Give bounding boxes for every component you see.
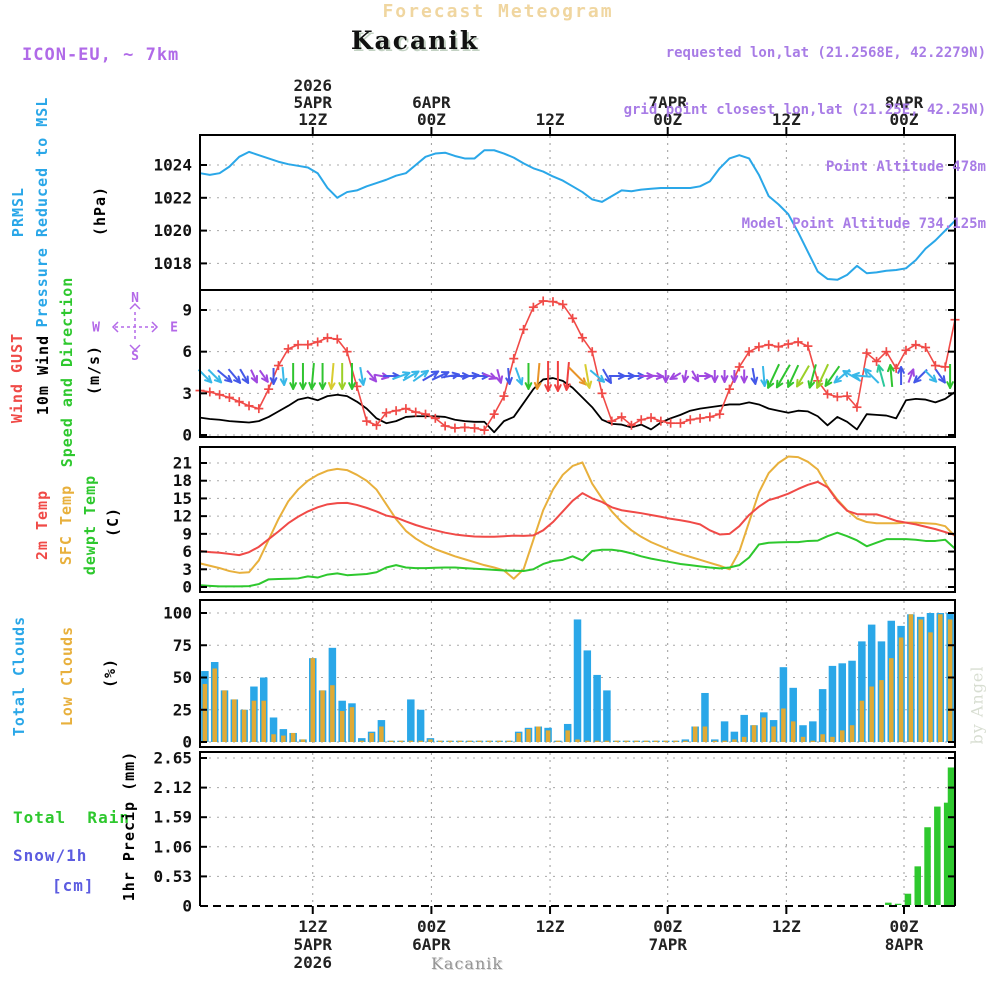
precip-bars xyxy=(885,767,955,905)
page-title: Forecast Meteogram xyxy=(382,1,614,22)
svg-text:00Z: 00Z xyxy=(417,110,446,129)
time-axis xyxy=(311,127,906,914)
svg-text:12Z: 12Z xyxy=(772,110,801,129)
svg-text:6: 6 xyxy=(182,342,192,361)
svg-text:100: 100 xyxy=(163,604,192,623)
svg-text:0: 0 xyxy=(182,897,192,916)
svg-text:9: 9 xyxy=(182,524,192,543)
cloud-bars xyxy=(201,613,954,742)
wind-10m-label: 10m Wind xyxy=(34,334,52,416)
svg-text:5APR: 5APR xyxy=(293,93,332,112)
svg-text:0: 0 xyxy=(182,733,192,752)
svg-text:3: 3 xyxy=(182,560,192,579)
precip-rain-label: Total Rain xyxy=(13,808,130,827)
svg-text:6APR: 6APR xyxy=(412,93,451,112)
coords-grid-point: grid point closest lon,lat (21.25E, 42.2… xyxy=(623,102,986,118)
svg-text:2.65: 2.65 xyxy=(153,748,192,767)
temp-2m-label: 2m Temp xyxy=(33,489,51,561)
point-altitude: Point Altitude 478m xyxy=(825,159,986,175)
svg-text:15: 15 xyxy=(173,489,192,508)
svg-text:12: 12 xyxy=(173,507,192,526)
svg-text:1020: 1020 xyxy=(153,221,192,240)
panel-borders xyxy=(199,134,956,907)
svg-text:18: 18 xyxy=(173,471,192,490)
temp-sfc-label: SFC Temp xyxy=(57,484,75,566)
svg-text:12Z: 12Z xyxy=(536,110,565,129)
station-title: Kacanik xyxy=(350,26,480,55)
svg-text:0: 0 xyxy=(182,578,192,597)
panel-grid-temp xyxy=(201,448,954,591)
svg-text:12Z: 12Z xyxy=(298,917,327,936)
svg-text:1024: 1024 xyxy=(153,156,192,175)
compass-letter-e: E xyxy=(170,321,178,336)
footer-station-label: Kacanik xyxy=(430,954,504,973)
svg-text:12Z: 12Z xyxy=(536,917,565,936)
coords-requested: requested lon,lat (21.2568E, 42.2279N) xyxy=(665,45,986,61)
svg-text:6: 6 xyxy=(182,542,192,561)
svg-text:00Z: 00Z xyxy=(890,917,919,936)
svg-text:0: 0 xyxy=(182,426,192,445)
svg-text:1.06: 1.06 xyxy=(153,837,192,856)
compass-letter-s: S xyxy=(131,349,139,362)
pressure-label-prmsl: PRMSL xyxy=(9,186,27,238)
model-label: ICON-EU, ~ 7km xyxy=(22,45,180,65)
svg-text:3: 3 xyxy=(182,384,192,403)
svg-text:25: 25 xyxy=(173,700,192,719)
svg-text:2.12: 2.12 xyxy=(153,778,192,797)
svg-text:1.59: 1.59 xyxy=(153,808,192,827)
y-axis-ticks xyxy=(200,164,955,907)
model-point-altitude: Model Point Altitude 734.125m xyxy=(741,216,986,232)
svg-text:21: 21 xyxy=(173,453,192,472)
svg-text:00Z: 00Z xyxy=(890,110,919,129)
svg-text:1022: 1022 xyxy=(153,188,192,207)
clouds-total-label: Total Clouds xyxy=(10,615,28,737)
svg-text:0.53: 0.53 xyxy=(153,867,192,886)
clouds-unit-label: (%) xyxy=(101,657,119,689)
svg-text:12Z: 12Z xyxy=(772,917,801,936)
pressure-unit-label: (hPa) xyxy=(91,185,109,237)
temp-series xyxy=(199,455,956,588)
panel-grid-precip xyxy=(201,753,954,905)
precip-snow-label: Snow/1h xyxy=(13,846,88,865)
coords-block: requested lon,lat (21.2568E, 42.2279N) g… xyxy=(624,6,986,272)
pressure-label-long: Pressure Reduced to MSL xyxy=(33,96,51,328)
svg-text:9: 9 xyxy=(182,300,192,319)
wind-speeddir-label: Speed and Direction xyxy=(58,276,76,468)
svg-text:12Z: 12Z xyxy=(298,110,327,129)
svg-text:7APR: 7APR xyxy=(648,93,687,112)
panel-grid-pressure xyxy=(201,136,954,289)
svg-text:8APR: 8APR xyxy=(885,93,924,112)
svg-text:50: 50 xyxy=(173,668,192,687)
wind-compass-icon: N E S W xyxy=(92,292,178,362)
svg-text:00Z: 00Z xyxy=(417,917,446,936)
svg-text:75: 75 xyxy=(173,636,192,655)
precip-unit-label: 1hr Precip (mm) xyxy=(120,750,138,902)
temp-dewpt-label: dewpt Temp xyxy=(81,474,99,576)
clouds-low-label: Low Clouds xyxy=(58,625,76,727)
svg-text:00Z: 00Z xyxy=(653,110,682,129)
compass-letter-w: W xyxy=(92,321,100,336)
pressure-series xyxy=(199,149,956,281)
wind-direction-arrows xyxy=(197,361,954,392)
svg-text:00Z: 00Z xyxy=(653,917,682,936)
svg-text:5APR: 5APR xyxy=(293,935,332,954)
compass-letter-n: N xyxy=(131,292,139,306)
precip-cm-label: [cm] xyxy=(52,876,95,895)
svg-text:6APR: 6APR xyxy=(412,935,451,954)
svg-text:7APR: 7APR xyxy=(648,935,687,954)
svg-text:2026: 2026 xyxy=(293,953,332,972)
temp-unit-label: (C) xyxy=(104,506,122,538)
svg-text:1018: 1018 xyxy=(153,254,192,273)
watermark: by Angel xyxy=(967,665,987,745)
wind-series xyxy=(195,296,960,435)
wind-gust-label: Wind GUST xyxy=(8,332,26,424)
svg-text:8APR: 8APR xyxy=(885,935,924,954)
svg-text:2026: 2026 xyxy=(293,76,332,95)
